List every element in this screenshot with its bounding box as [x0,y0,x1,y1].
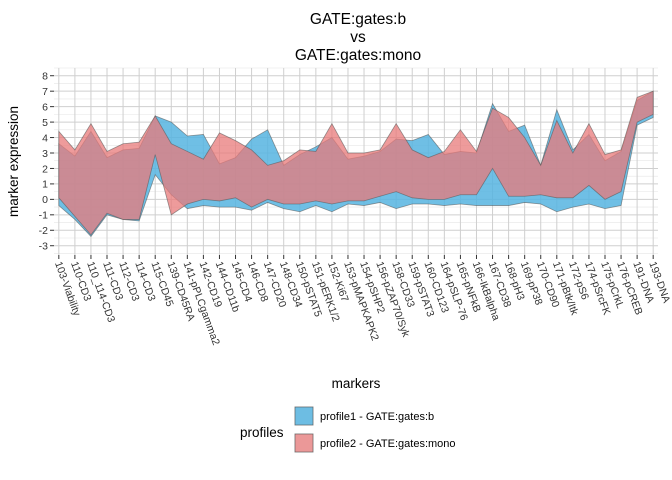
y-axis-title: marker expression [6,106,21,217]
x-axis-title: markers [332,376,381,391]
y-tick-label: 2 [42,163,48,175]
y-tick-label: 1 [42,179,48,191]
legend-label-2: profile2 - GATE:gates:mono [320,438,456,450]
chart-title: GATE:gates:b vs GATE:gates:mono [295,11,421,64]
y-tick-label: -2 [39,225,48,237]
y-axis: -3 -2 -1 0 1 2 3 4 5 6 7 8 [39,71,54,253]
y-tick-label: 0 [42,194,48,206]
y-tick-label: -1 [39,210,48,222]
y-tick-label: 4 [42,132,48,144]
legend-swatch-2 [294,433,314,453]
y-tick-label: 7 [42,86,48,98]
area-series [58,90,654,238]
legend: profiles profile1 - GATE:gates:b profile2… [240,406,456,453]
legend-swatch-1 [294,406,314,426]
legend-label-1: profile1 - GATE:gates:b [320,411,434,423]
y-tick-label: 5 [42,117,48,129]
y-tick-label: 6 [42,101,48,113]
legend-title: profiles [240,425,284,440]
y-tick-label: -3 [39,241,48,253]
chart-title-line-1: GATE:gates:b [310,11,406,28]
y-tick-label: 3 [42,148,48,160]
chart-title-line-2: vs [350,29,366,46]
x-axis: 103-Viability110-CD3110_114-CD3111-CD311… [52,255,672,347]
chart-title-line-3: GATE:gates:mono [295,47,421,64]
area-series-2 [58,90,654,236]
y-tick-label: 8 [42,71,48,83]
